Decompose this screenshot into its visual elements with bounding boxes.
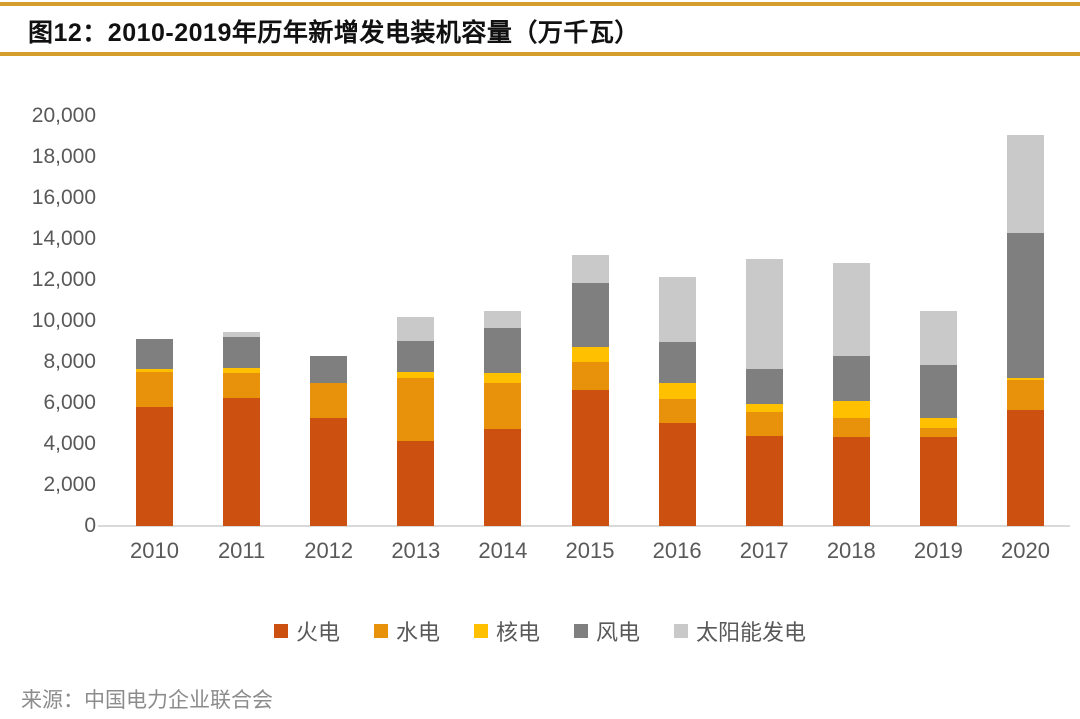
- bar-segment-火电: [223, 398, 261, 526]
- bar-segment-火电: [136, 407, 173, 526]
- x-axis-label: 2013: [391, 538, 441, 563]
- y-axis-label: 20,000: [31, 104, 96, 127]
- y-axis-label: 6,000: [43, 391, 96, 414]
- x-axis-label: 2020: [1001, 538, 1050, 563]
- legend-item-风电: 风电: [574, 615, 640, 647]
- y-axis-label: 2,000: [43, 473, 96, 496]
- bar-segment-太阳能发电: [571, 255, 609, 283]
- bar-segment-火电: [1007, 409, 1044, 526]
- bar-segment-核电: [397, 371, 435, 378]
- bar-segment-水电: [397, 377, 435, 441]
- x-axis-label: 2019: [913, 538, 963, 563]
- legend-label: 水电: [395, 620, 440, 645]
- bar-segment-风电: [223, 336, 261, 368]
- x-axis-line: [98, 525, 1070, 527]
- bar-segment-太阳能发电: [484, 310, 522, 329]
- x-axis-label: 2018: [826, 538, 876, 563]
- bar-segment-核电: [484, 372, 522, 383]
- bar-segment-风电: [658, 342, 696, 384]
- bar-segment-风电: [484, 328, 522, 373]
- legend-swatch-icon: [674, 624, 689, 638]
- x-axis-label: 2010: [130, 538, 179, 563]
- bar-segment-太阳能发电: [658, 277, 696, 343]
- bar-segment-核电: [832, 400, 870, 419]
- bar-segment-太阳能发电: [1007, 134, 1044, 234]
- bar-segment-核电: [136, 368, 173, 373]
- bar-segment-风电: [136, 339, 173, 369]
- y-axis-label: 18,000: [31, 145, 96, 168]
- bar-segment-水电: [571, 362, 609, 391]
- legend-label: 核电: [495, 620, 540, 645]
- y-axis-label: 14,000: [31, 227, 96, 250]
- x-axis-label: 2016: [652, 538, 702, 563]
- legend-swatch-icon: [473, 624, 488, 638]
- legend-swatch-icon: [574, 624, 588, 638]
- chart-title: 图12：2010-2019年历年新增发电装机容量（万千瓦）: [28, 19, 640, 47]
- bar-segment-火电: [310, 418, 348, 526]
- bar-segment-风电: [832, 355, 870, 401]
- bar-segment-火电: [745, 436, 783, 526]
- source-note: 来源：中国电力企业联合会: [21, 689, 273, 712]
- bar-segment-风电: [571, 282, 609, 348]
- bar-segment-水电: [919, 428, 957, 437]
- y-axis-label: 10,000: [31, 309, 96, 332]
- legend-label: 风电: [596, 620, 641, 645]
- bar-segment-核电: [658, 383, 696, 400]
- bar-segment-风电: [1007, 233, 1044, 379]
- bar-segment-火电: [658, 422, 696, 526]
- bar-segment-水电: [832, 418, 870, 437]
- legend-label: 火电: [295, 620, 340, 645]
- bar-segment-太阳能发电: [223, 331, 261, 337]
- x-axis-label: 2015: [565, 538, 615, 563]
- bar-segment-水电: [310, 382, 348, 419]
- bar-segment-水电: [136, 372, 173, 408]
- bar-segment-核电: [571, 347, 609, 363]
- bar-segment-风电: [919, 364, 957, 419]
- y-axis-label: 8,000: [43, 350, 96, 373]
- bar-segment-水电: [484, 382, 522, 430]
- bar-segment-核电: [223, 367, 261, 374]
- legend-item-火电: 火电: [273, 615, 340, 647]
- bar-segment-火电: [571, 390, 609, 526]
- x-axis-label: 2017: [739, 538, 789, 563]
- title-bottom-rule: [0, 52, 1080, 56]
- bar-segment-太阳能发电: [745, 259, 783, 370]
- bar-segment-水电: [658, 399, 696, 423]
- y-axis-label: 16,000: [31, 186, 96, 209]
- bar-segment-火电: [484, 429, 522, 526]
- y-axis-label: 12,000: [31, 268, 96, 291]
- bar-segment-水电: [1007, 380, 1044, 410]
- legend-swatch-icon: [273, 624, 288, 638]
- bar-segment-水电: [745, 411, 783, 436]
- y-axis-label: 4,000: [43, 432, 96, 455]
- bar-segment-太阳能发电: [397, 316, 435, 342]
- bar-segment-太阳能发电: [832, 262, 870, 356]
- legend-item-水电: 水电: [373, 615, 440, 647]
- legend-item-太阳能发电: 太阳能发电: [674, 615, 806, 647]
- bar-segment-风电: [310, 356, 348, 383]
- bar-segment-核电: [919, 418, 957, 429]
- bar-segment-太阳能发电: [919, 310, 957, 365]
- legend-item-核电: 核电: [473, 615, 540, 647]
- legend-label: 太阳能发电: [696, 620, 807, 645]
- bar-segment-核电: [745, 403, 783, 412]
- legend: 火电 水电 核电 风电 太阳能发电: [0, 616, 1080, 646]
- bar-segment-火电: [397, 440, 435, 526]
- bar-segment-水电: [223, 373, 261, 399]
- bar-segment-风电: [397, 341, 435, 372]
- bar-segment-火电: [919, 436, 957, 526]
- title-top-rule: [0, 2, 1080, 6]
- bar-segment-风电: [745, 369, 783, 404]
- x-axis-label: 2014: [478, 538, 528, 563]
- legend-swatch-icon: [373, 624, 388, 638]
- x-axis-label: 2012: [304, 538, 354, 563]
- bar-segment-火电: [832, 436, 870, 526]
- bar-segment-核电: [1007, 378, 1044, 381]
- y-axis-label: 0: [84, 514, 96, 537]
- x-axis-label: 2011: [217, 538, 266, 563]
